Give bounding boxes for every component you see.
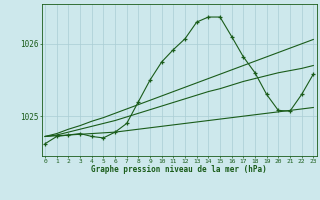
X-axis label: Graphe pression niveau de la mer (hPa): Graphe pression niveau de la mer (hPa) — [91, 165, 267, 174]
